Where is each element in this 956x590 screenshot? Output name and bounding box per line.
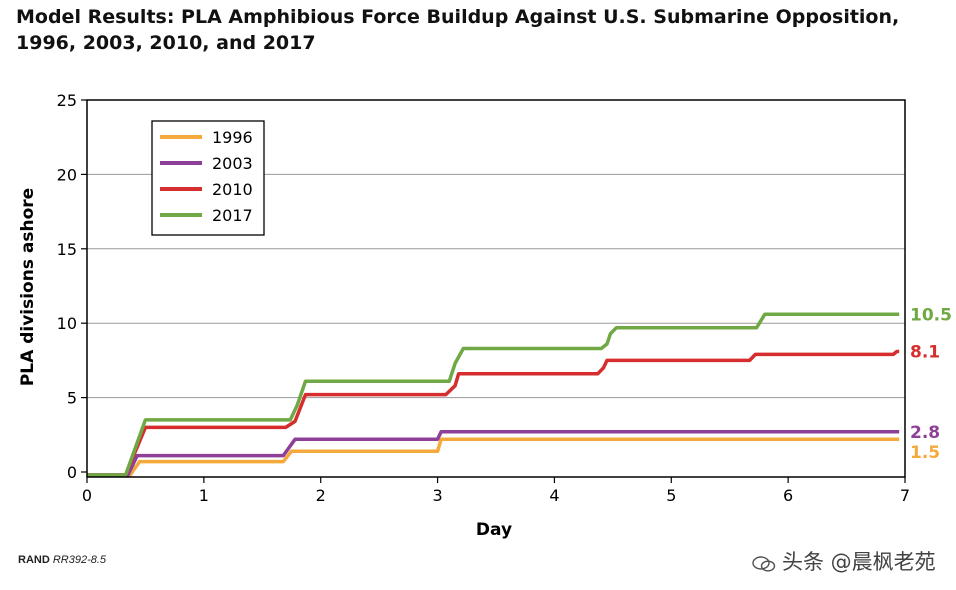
end-labels: 10.5 8.1 2.81.5 — [910, 305, 952, 463]
y-tick-label-10: 10 — [57, 314, 77, 333]
legend-label-2003: 2003 — [212, 154, 253, 173]
y-tick-label-0: 0 — [67, 463, 77, 482]
y-tick-label-15: 15 — [57, 240, 77, 259]
end-label-2017: 10.5 — [910, 305, 952, 325]
y-tick-label-25: 25 — [57, 91, 77, 110]
x-tick-label-1: 1 — [199, 486, 209, 505]
y-axis-label: PLA divisions ashore — [18, 188, 38, 386]
wechat-bubble-icon — [752, 553, 776, 572]
x-tick-label-0: 0 — [82, 486, 92, 505]
source-prefix: RAND — [18, 554, 50, 566]
watermark-text: 头条 @晨枫老苑 — [782, 550, 936, 574]
x-axis-label: Day — [476, 520, 512, 540]
x-tick-label-4: 4 — [549, 486, 559, 505]
legend-label-1996: 1996 — [212, 128, 253, 147]
x-tick-label-7: 7 — [900, 486, 910, 505]
series-line-1996 — [87, 437, 900, 477]
series-line-2017 — [87, 312, 900, 477]
legend: 1996 2003 2010 2017 — [151, 120, 265, 236]
x-tick-label-2: 2 — [316, 486, 326, 505]
legend-label-2017: 2017 — [212, 206, 253, 225]
x-tick-label-6: 6 — [783, 486, 793, 505]
plot-frame — [86, 99, 906, 478]
series-line-2010 — [87, 349, 900, 477]
legend-label-2010: 2010 — [212, 180, 253, 199]
x-tick-label-5: 5 — [666, 486, 676, 505]
end-label-1996: 1.5 — [910, 443, 940, 463]
series-lines — [87, 312, 900, 477]
source-id: RR392-8.5 — [52, 554, 107, 566]
watermark: 头条 @晨枫老苑 — [752, 546, 936, 576]
chart-title: Model Results: PLA Amphibious Force Buil… — [16, 6, 900, 54]
y-tick-label-20: 20 — [57, 165, 77, 184]
x-tick-label-3: 3 — [432, 486, 442, 505]
series-line-2003 — [87, 430, 900, 477]
end-label-2010: 8.1 — [910, 342, 940, 362]
source-note: RAND RR392-8.5 — [18, 554, 106, 566]
axis-ticks: 0 5 10 15 20 25 0 1 2 3 4 5 6 7 — [57, 91, 910, 505]
end-label-2003: 2.8 — [910, 423, 940, 443]
y-tick-label-5: 5 — [67, 389, 77, 408]
